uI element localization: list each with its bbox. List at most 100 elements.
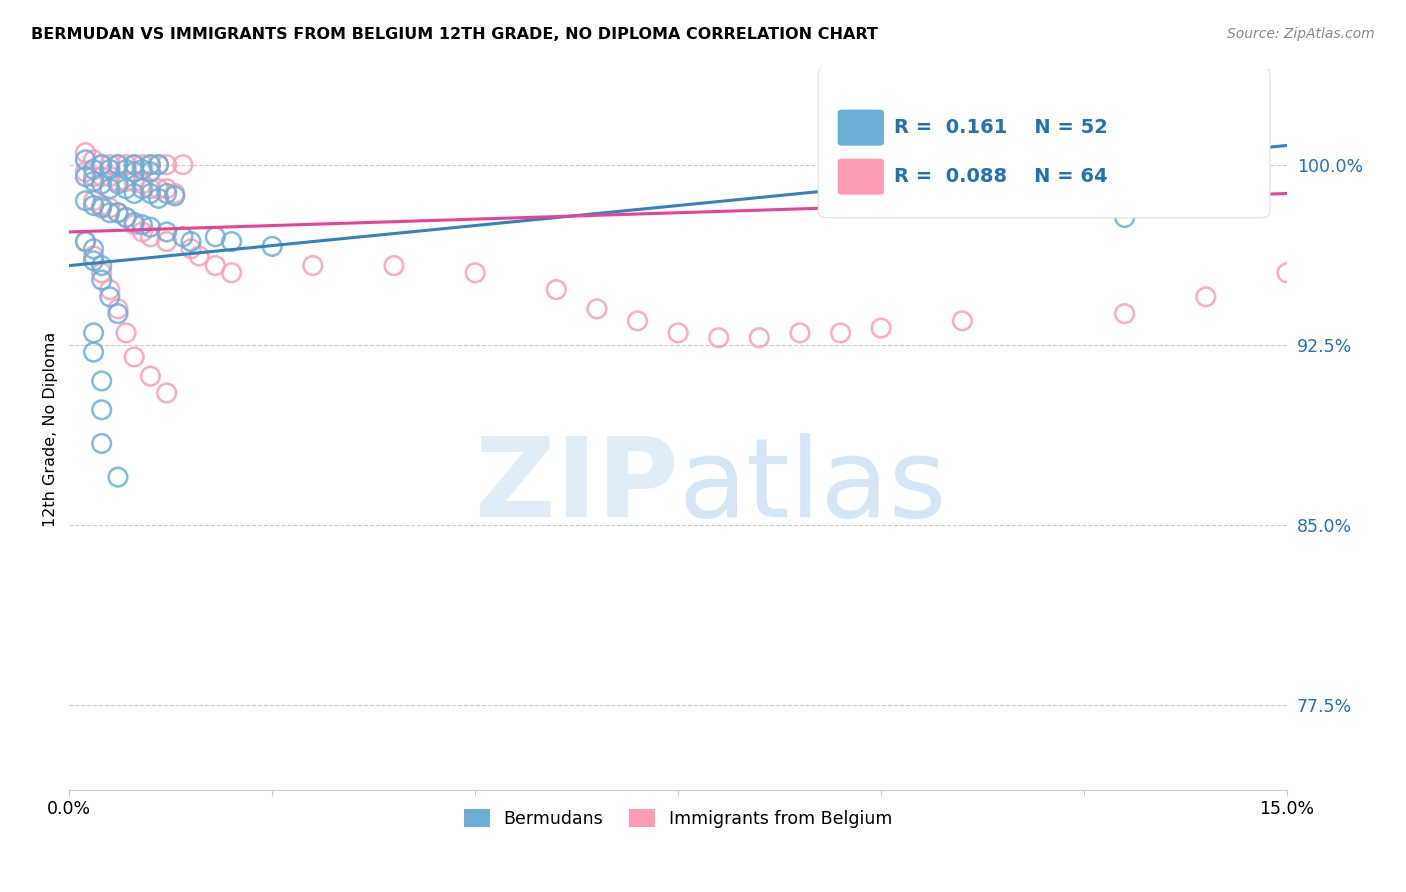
Point [546, 283, 568, 297]
Point [115, 158, 138, 172]
Point [122, 218, 145, 232]
Point [139, 186, 162, 201]
Point [131, 162, 153, 177]
Point [148, 158, 170, 172]
Point [122, 158, 145, 172]
Point [122, 165, 145, 179]
Point [139, 158, 162, 172]
Point [1114, 307, 1136, 321]
Point [122, 158, 145, 172]
Point [90, 158, 112, 172]
Point [131, 218, 153, 232]
Point [90, 169, 112, 184]
Point [75, 194, 97, 208]
Point [107, 174, 129, 188]
Point [98, 162, 121, 177]
Point [75, 235, 97, 249]
Point [382, 259, 405, 273]
Point [156, 158, 179, 172]
Point [131, 182, 153, 196]
Text: R =  0.088    N = 64: R = 0.088 N = 64 [894, 167, 1108, 186]
Point [98, 201, 121, 215]
Point [83, 249, 105, 263]
Point [98, 182, 121, 196]
Point [131, 225, 153, 239]
Point [90, 374, 112, 388]
Point [156, 386, 179, 401]
Point [122, 215, 145, 229]
Point [75, 145, 97, 160]
Point [139, 165, 162, 179]
Point [139, 229, 162, 244]
Point [98, 169, 121, 184]
Point [83, 169, 105, 184]
Point [75, 169, 97, 184]
Point [107, 205, 129, 219]
Point [107, 177, 129, 191]
Point [90, 266, 112, 280]
Point [1114, 211, 1136, 225]
Point [107, 158, 129, 172]
Point [131, 177, 153, 191]
Point [180, 235, 202, 249]
Point [83, 253, 105, 268]
Point [115, 211, 138, 225]
Point [83, 326, 105, 340]
Point [148, 191, 170, 205]
Point [75, 165, 97, 179]
Point [464, 266, 486, 280]
Point [90, 436, 112, 450]
Point [107, 470, 129, 484]
Point [626, 314, 648, 328]
Point [188, 249, 211, 263]
Point [83, 194, 105, 208]
Point [90, 273, 112, 287]
Point [148, 158, 170, 172]
Point [204, 259, 226, 273]
Point [98, 205, 121, 219]
FancyBboxPatch shape [818, 68, 1270, 218]
Point [156, 225, 179, 239]
Point [83, 153, 105, 167]
Point [83, 198, 105, 212]
Point [83, 345, 105, 359]
Point [163, 186, 186, 201]
Point [139, 182, 162, 196]
Point [90, 158, 112, 172]
Point [172, 158, 194, 172]
Point [75, 235, 97, 249]
Point [262, 239, 284, 253]
Point [707, 331, 730, 345]
Legend: Bermudans, Immigrants from Belgium: Bermudans, Immigrants from Belgium [457, 802, 900, 835]
Point [107, 205, 129, 219]
Point [148, 182, 170, 196]
Point [748, 331, 770, 345]
FancyBboxPatch shape [838, 110, 884, 145]
Point [870, 321, 893, 335]
Point [83, 162, 105, 177]
Point [1275, 266, 1298, 280]
Point [98, 290, 121, 304]
Point [221, 266, 243, 280]
Point [83, 242, 105, 256]
Point [107, 158, 129, 172]
Point [115, 162, 138, 177]
Point [90, 198, 112, 212]
Point [83, 174, 105, 188]
Text: ZIP: ZIP [475, 434, 678, 541]
Point [139, 369, 162, 384]
Point [115, 326, 138, 340]
Point [75, 153, 97, 167]
Point [156, 235, 179, 249]
Point [156, 186, 179, 201]
Point [115, 211, 138, 225]
Point [163, 189, 186, 203]
Point [139, 220, 162, 235]
Point [789, 326, 811, 340]
Point [90, 177, 112, 191]
Point [586, 301, 609, 316]
Point [115, 182, 138, 196]
Point [172, 229, 194, 244]
Point [122, 186, 145, 201]
Point [107, 301, 129, 316]
